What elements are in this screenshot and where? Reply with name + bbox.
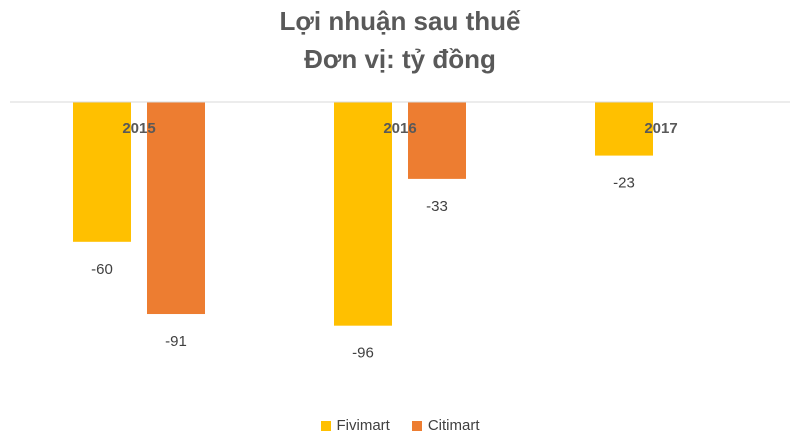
data-label-citimart-2016: -33: [426, 198, 448, 215]
legend-label-fivimart: Fivimart: [336, 417, 390, 434]
x-tick-label-2015: 2015: [122, 120, 155, 137]
legend-swatch-fivimart: [320, 420, 331, 431]
data-label-citimart-2015: -91: [165, 333, 187, 350]
bar-fivimart-2015: [73, 102, 131, 242]
bar-fivimart-2017: [595, 102, 653, 156]
chart-legend: Fivimart Citimart: [0, 417, 800, 434]
bar-citimart-2016: [408, 102, 466, 179]
legend-label-citimart: Citimart: [427, 417, 480, 434]
chart-title: Lợi nhuận sau thuế: [279, 6, 521, 36]
x-tick-label-2016: 2016: [383, 120, 416, 137]
legend-swatch-citimart: [411, 420, 422, 431]
data-label-fivimart-2017: -23: [613, 175, 635, 192]
data-label-fivimart-2015: -60: [91, 261, 113, 278]
bar-citimart-2015: [147, 102, 205, 315]
data-label-fivimart-2016: -96: [352, 345, 374, 362]
bar-fivimart-2016: [334, 102, 392, 326]
chart-subtitle: Đơn vị: tỷ đồng: [304, 44, 496, 74]
legend-item-citimart: Citimart: [411, 417, 480, 434]
x-tick-label-2017: 2017: [644, 120, 677, 137]
legend-item-fivimart: Fivimart: [320, 417, 390, 434]
